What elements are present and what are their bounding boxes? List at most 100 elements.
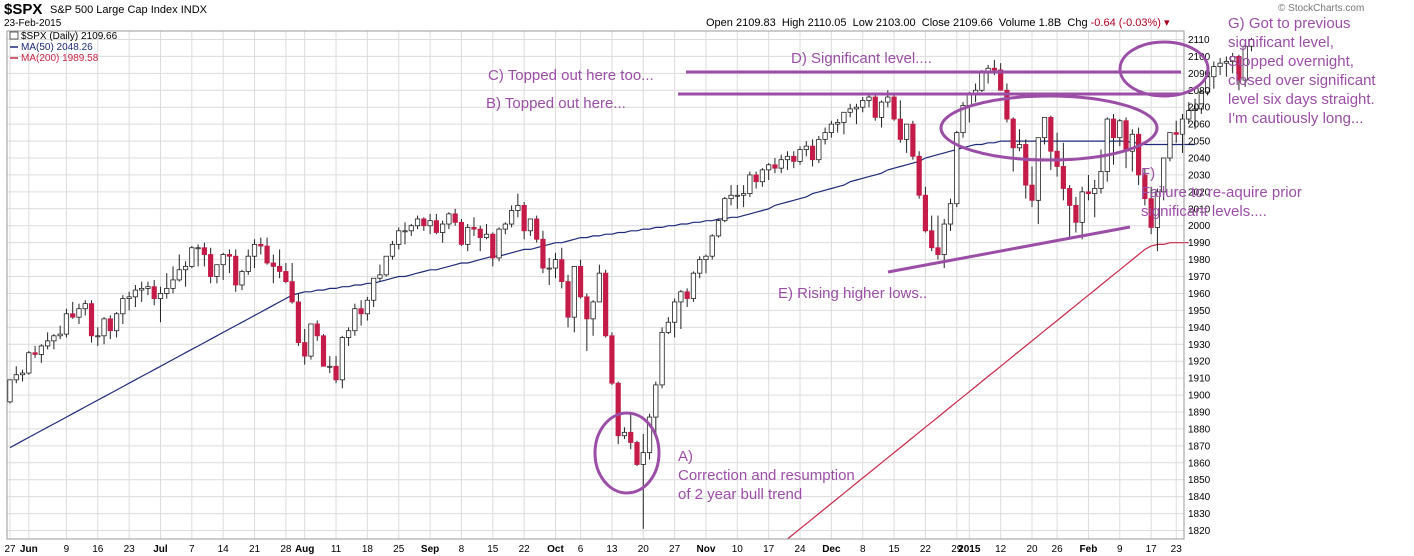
candle-body — [258, 243, 264, 247]
candle — [440, 220, 446, 243]
candle-body — [979, 71, 985, 91]
candle-body — [1192, 108, 1198, 111]
x-tick-label: 23 — [124, 544, 136, 555]
candle — [1217, 58, 1223, 76]
candle — [377, 264, 383, 282]
candle — [277, 249, 283, 279]
x-tick-label: 15 — [487, 544, 499, 555]
low-label: Low — [852, 17, 873, 29]
open-label: Open — [706, 17, 733, 29]
candle — [402, 222, 408, 245]
candle — [1048, 115, 1054, 170]
candle — [458, 218, 465, 247]
candle-body — [841, 111, 847, 123]
candle-body — [740, 193, 747, 196]
candle — [646, 413, 653, 460]
candle — [1211, 61, 1217, 89]
candle-body — [1016, 144, 1023, 149]
candle-body — [603, 272, 609, 337]
candle-body — [433, 220, 439, 233]
candle-body — [546, 267, 552, 270]
candle-body — [527, 218, 534, 232]
candle — [408, 224, 414, 236]
candle — [1067, 185, 1073, 238]
candle-body — [226, 254, 233, 257]
candle-body — [1148, 198, 1154, 228]
candle — [929, 215, 935, 252]
candle-body — [1136, 133, 1142, 176]
candle — [233, 249, 239, 292]
candle — [258, 237, 264, 255]
candle — [201, 242, 207, 267]
annotation-f-line1: Failure to re-aquire prior — [1141, 184, 1302, 201]
ma200-layer — [787, 242, 1189, 540]
candle — [1073, 196, 1079, 233]
x-tick-label: Feb — [1080, 544, 1098, 555]
candle — [904, 123, 910, 153]
candle — [916, 151, 922, 199]
candle-body — [797, 149, 803, 162]
candle-body — [897, 118, 903, 140]
candle-body — [63, 313, 70, 335]
candle — [521, 202, 527, 240]
candle-body — [703, 255, 709, 261]
candle-body — [853, 106, 860, 110]
y-tick-label: 2060 — [1188, 120, 1211, 131]
candle — [1136, 127, 1142, 186]
candle — [139, 281, 145, 302]
chart-header: $SPX S&P 500 Large Cap Index INDX 23-Feb… — [0, 0, 1414, 30]
candle — [13, 366, 19, 384]
candle — [897, 100, 903, 143]
x-tick-label: Sep — [421, 544, 439, 555]
annotation-e: E) Rising higher lows.. — [778, 285, 927, 302]
y-tick-label: 2080 — [1188, 86, 1211, 97]
candle-body — [803, 145, 809, 150]
candle-body — [345, 330, 352, 338]
candle-body — [559, 259, 565, 283]
candle-body — [1023, 144, 1029, 186]
candle — [835, 119, 841, 133]
y-tick-label: 1820 — [1188, 526, 1211, 537]
candle — [709, 234, 715, 260]
x-tick-label: 12 — [995, 544, 1007, 555]
x-tick-label: Nov — [697, 544, 716, 555]
candle — [1016, 129, 1023, 152]
ohlc-readout: Open 2109.83 High 2110.05 Low 2103.00 Cl… — [706, 16, 1170, 29]
y-tick-label: 1890 — [1188, 408, 1211, 419]
x-tick-label: Jul — [153, 544, 168, 555]
y-tick-label: 2000 — [1188, 221, 1211, 232]
candle — [51, 334, 57, 350]
candle-body — [860, 100, 866, 108]
candle — [396, 227, 402, 250]
candle — [910, 120, 916, 160]
candle-body — [784, 155, 791, 161]
candle — [120, 295, 126, 324]
candle-body — [734, 194, 740, 197]
candle — [740, 185, 747, 208]
x-tick-label: 15 — [889, 544, 901, 555]
candle — [389, 240, 396, 260]
candles-layer — [7, 37, 1255, 529]
candle — [1230, 53, 1236, 74]
candle — [872, 93, 878, 121]
x-tick-label: 17 — [1146, 544, 1158, 555]
candle — [947, 198, 954, 231]
candle-body — [277, 265, 283, 272]
candle — [1123, 117, 1129, 169]
x-tick-label: 2015 — [958, 544, 981, 555]
candle — [195, 244, 201, 267]
candle-body — [640, 452, 646, 465]
candle — [621, 427, 628, 440]
candle-body — [1098, 171, 1104, 189]
candle-body — [389, 243, 396, 257]
candle — [747, 171, 753, 197]
annotation-g-line4: closed over significant — [1228, 72, 1376, 89]
candle-body — [697, 259, 703, 274]
candle-body — [816, 138, 822, 161]
candle-body — [1060, 166, 1066, 189]
candle — [847, 103, 853, 118]
candle-body — [772, 164, 778, 169]
candle — [941, 218, 947, 269]
candle-body — [201, 247, 207, 255]
source-credit: © StockCharts.com — [1278, 3, 1365, 14]
